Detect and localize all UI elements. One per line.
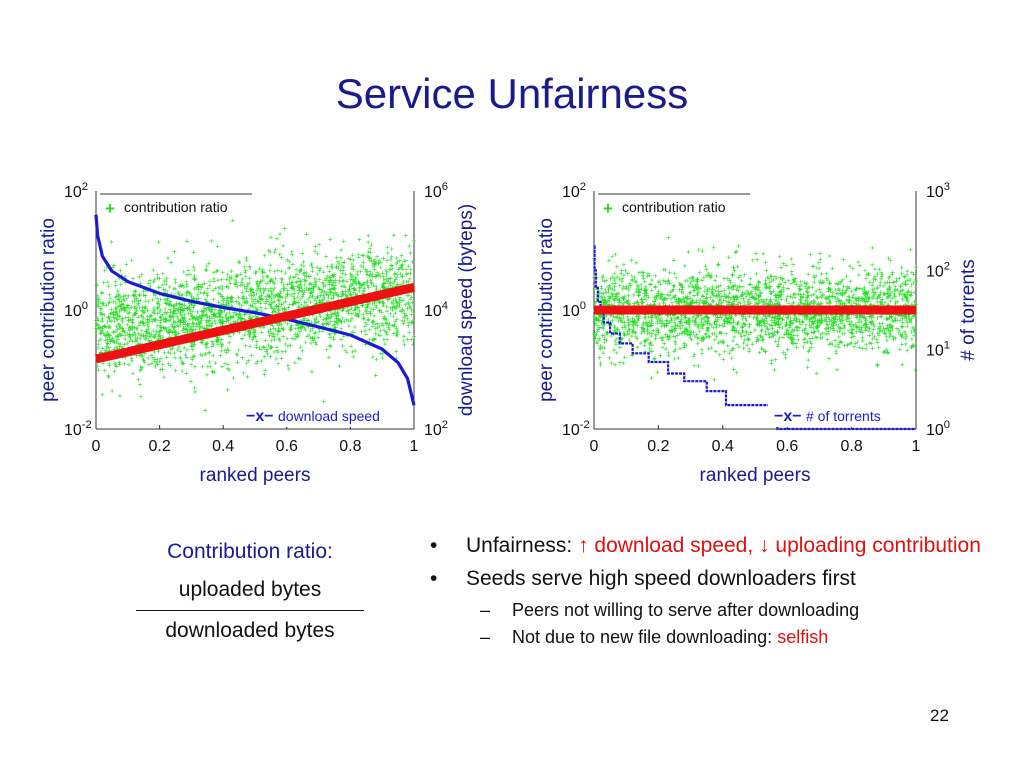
subbullet-selfish-highlight: selfish xyxy=(777,626,829,647)
y-tick-label-left: 102 xyxy=(64,181,88,201)
bullet-seeds: • Seeds serve high speed downloaders fir… xyxy=(430,566,990,593)
x-tick-label: 0.2 xyxy=(148,438,170,455)
x-axis-label: ranked peers xyxy=(200,465,311,486)
x-axis-label: ranked peers xyxy=(700,465,811,486)
definition-numerator: uploaded bytes xyxy=(178,578,322,601)
scatter-series xyxy=(94,218,416,413)
torrents-step-line xyxy=(593,245,916,431)
x-tick-label: 0.8 xyxy=(339,438,361,455)
subbullet-not-willing-text: Peers not willing to serve after downloa… xyxy=(512,599,860,620)
x-tick-label: 0 xyxy=(590,438,599,455)
x-tick-label: 1 xyxy=(410,438,419,455)
y-tick-label-right: 103 xyxy=(926,181,950,201)
legend-marker-plus: + xyxy=(105,199,115,218)
x-tick-label: 0.6 xyxy=(276,438,298,455)
page-number: 22 xyxy=(930,706,949,725)
y-tick-label-left: 102 xyxy=(562,181,586,201)
y-axis-label-right: # of torrents xyxy=(958,259,979,360)
y-tick-label-right: 102 xyxy=(926,260,950,280)
legend-box-bottom xyxy=(768,403,914,427)
bullet-list: • Unfairness: ↑ download speed, ↓ upload… xyxy=(430,533,990,649)
bullet-unfairness-part2: uploading contribution xyxy=(775,534,981,557)
subbullet-selfish-lead: Not due to new file downloading: xyxy=(512,626,773,647)
y-tick-label-right: 101 xyxy=(926,340,950,360)
y-tick-label-left: 10-2 xyxy=(562,419,590,439)
legend-marker-x: −x− xyxy=(774,408,802,425)
bullet-unfairness-lead: Unfairness: xyxy=(466,534,573,557)
trend-line xyxy=(95,282,415,364)
y-tick-label-right: 100 xyxy=(926,419,950,439)
up-arrow-icon: ↑ xyxy=(578,534,589,557)
subbullet-selfish: – Not due to new file downloading: selfi… xyxy=(430,626,990,649)
definition-denominator: downloaded bytes xyxy=(165,619,335,642)
legend-marker-x: −x− xyxy=(246,408,274,425)
y-tick-label-left: 100 xyxy=(562,300,586,320)
x-tick-label: 0.6 xyxy=(776,438,798,455)
legend-box-bottom xyxy=(240,403,412,427)
slide-title: Service Unfairness xyxy=(335,70,689,117)
dash-icon: – xyxy=(480,626,491,647)
legend-label-bottom: download speed xyxy=(278,408,380,424)
download-speed-line xyxy=(94,214,416,406)
y-tick-label-left: 100 xyxy=(64,300,88,320)
legend-label-bottom: # of torrents xyxy=(806,408,881,424)
subbullet-not-willing: – Peers not willing to serve after downl… xyxy=(430,599,990,622)
chart-2: 0 0.2 0.4 0.6 0.8 1 ranked peers peer contribut… xyxy=(536,191,979,486)
x-tick-label: 0.4 xyxy=(212,438,234,455)
chart-1: 0 0.2 0.4 0.6 0.8 1 ranked peers peer contribut… xyxy=(38,191,477,486)
y-tick-label-left: 10-2 xyxy=(64,419,92,439)
y-axis-label-right: download speed (byteps) xyxy=(456,204,477,416)
legend-box-top xyxy=(598,194,750,218)
x-tick-label: 0.2 xyxy=(647,438,669,455)
bullet-unfairness: • Unfairness: ↑ download speed, ↓ upload… xyxy=(430,533,990,560)
bullet-dot-icon: • xyxy=(430,534,438,557)
y-tick-label-right: 106 xyxy=(424,181,448,201)
definition-label: Contribution ratio: xyxy=(167,540,333,563)
legend-box-top xyxy=(100,194,252,218)
bullet-seeds-text: Seeds serve high speed downloaders first xyxy=(466,566,856,590)
bullet-dot-icon: • xyxy=(430,566,438,590)
x-tick-label: 0.8 xyxy=(840,438,862,455)
legend-label-top: contribution ratio xyxy=(622,199,726,215)
y-tick-label-right: 104 xyxy=(424,300,448,320)
y-axis-label-left: peer contribution ratio xyxy=(536,218,557,402)
x-tick-label: 0 xyxy=(92,438,101,455)
contribution-ratio-definition: Contribution ratio: uploaded bytes downl… xyxy=(120,540,380,643)
dash-icon: – xyxy=(480,599,491,620)
x-tick-label: 1 xyxy=(912,438,921,455)
charts-canvas: 0 0.2 0.4 0.6 0.8 1 ranked peers peer contribut… xyxy=(38,181,979,486)
legend-label-top: contribution ratio xyxy=(124,199,228,215)
contribution-ratio-points xyxy=(94,218,416,413)
bullet-unfairness-part1: download speed, xyxy=(594,534,754,557)
y-axis-label-left: peer contribution ratio xyxy=(38,218,59,402)
x-tick-label: 0.4 xyxy=(712,438,734,455)
fraction-bar xyxy=(136,610,364,611)
y-tick-label-right: 102 xyxy=(424,419,448,439)
legend-marker-plus: + xyxy=(603,199,613,218)
down-arrow-icon: ↓ xyxy=(759,534,770,557)
